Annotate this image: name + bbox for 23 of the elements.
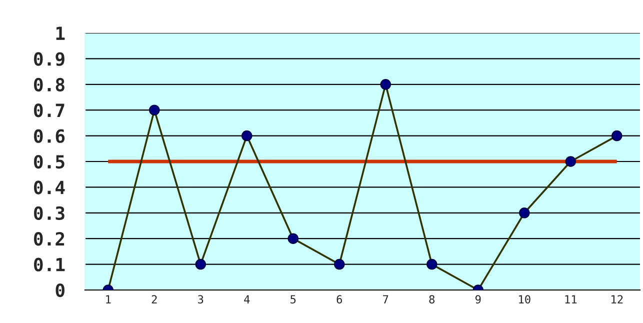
y-tick-label: 0.7 — [34, 104, 64, 118]
y-tick-label: 0.4 — [34, 180, 65, 194]
x-tick-label: 4 — [244, 295, 250, 304]
x-tick-label: 1 — [106, 295, 111, 304]
x-tick-label: 8 — [429, 295, 435, 304]
y-tick-label: 0.8 — [34, 78, 64, 92]
x-tick-label: 6 — [336, 295, 342, 304]
x-tick-label: 12 — [612, 295, 623, 304]
x-tick-label: 2 — [152, 295, 157, 304]
y-tick-label: 0.5 — [34, 154, 64, 169]
y-tick-label: 0.3 — [34, 206, 64, 220]
y-tick-label: 0.9 — [34, 52, 64, 66]
x-tick-label: 10 — [519, 295, 530, 304]
x-tick-label: 7 — [383, 295, 388, 304]
x-tick-label: 3 — [198, 295, 204, 304]
x-tick-label: 11 — [565, 295, 577, 304]
y-tick-label: 0.6 — [34, 129, 65, 143]
y-tick-label: 0.2 — [34, 232, 64, 246]
y-tick-label: 0 — [56, 283, 64, 298]
y-tick-label: 0.1 — [34, 258, 65, 272]
y-tick-label: 1 — [56, 26, 65, 40]
x-tick-label: 5 — [290, 295, 296, 304]
x-tick-label: 9 — [475, 295, 481, 304]
